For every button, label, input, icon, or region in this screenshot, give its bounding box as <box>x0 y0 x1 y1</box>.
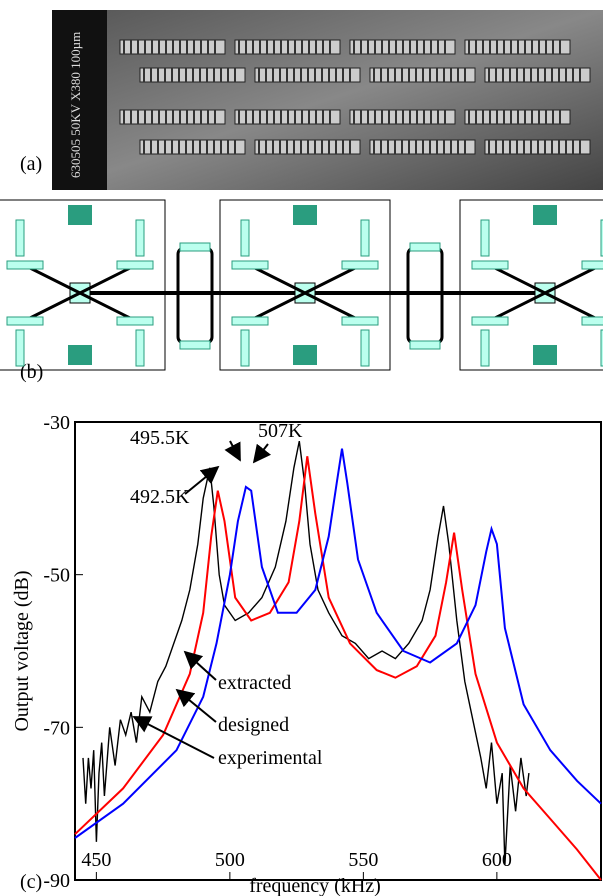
panel-label: (a) <box>20 153 42 175</box>
series-line <box>82 440 530 865</box>
series-label: extracted <box>218 672 291 694</box>
arm <box>29 266 81 295</box>
annotation-arrow <box>184 465 220 495</box>
annotation-arrow <box>183 650 217 681</box>
annotation: 495.5K <box>130 427 190 449</box>
x-tick-label: 550 <box>348 849 378 871</box>
arm <box>544 266 596 295</box>
sem-photo: 630505 50KV X380 100µm (a) <box>20 10 603 190</box>
beam <box>15 329 25 367</box>
comb-drive <box>533 345 557 365</box>
beam <box>471 316 509 326</box>
beam <box>6 260 44 270</box>
beam <box>341 260 379 270</box>
beam <box>341 316 379 326</box>
arm <box>304 291 356 320</box>
beam <box>231 316 269 326</box>
beam <box>135 329 145 367</box>
comb-drive <box>533 205 557 225</box>
beam <box>135 219 145 257</box>
series-line <box>74 456 602 881</box>
series-label: experimental <box>218 747 323 769</box>
beam <box>471 260 509 270</box>
beam <box>116 260 154 270</box>
beam <box>15 219 25 257</box>
beam <box>600 329 603 367</box>
arm <box>254 266 306 295</box>
arm <box>254 291 306 320</box>
beam <box>240 329 250 367</box>
annotation-arrow <box>132 716 215 759</box>
annotation-arrow <box>175 688 217 723</box>
beam <box>360 329 370 367</box>
x-tick-label: 500 <box>215 849 245 871</box>
beam <box>116 316 154 326</box>
panel-label: (c) <box>20 871 42 893</box>
y-axis-label: Output voltage (dB) <box>11 570 33 731</box>
beam <box>480 329 490 367</box>
plot-frame <box>74 421 602 881</box>
beam <box>179 340 211 350</box>
coupler <box>406 246 444 345</box>
y-tick-label: -90 <box>43 870 70 892</box>
panel-label: (b) <box>20 361 43 383</box>
beam <box>581 260 603 270</box>
y-tick-label: -30 <box>43 412 70 434</box>
arm <box>29 291 81 320</box>
arm <box>79 266 131 295</box>
beam <box>480 219 490 257</box>
annotation: 492.5K <box>130 486 190 508</box>
annotation-arrow <box>224 440 241 462</box>
frame <box>219 199 391 371</box>
x-axis-label: frequency (kHz) <box>249 875 381 896</box>
coupler <box>176 246 214 345</box>
frame <box>0 199 166 371</box>
beam <box>409 340 441 350</box>
arm <box>79 291 131 320</box>
beam <box>179 242 211 252</box>
arm <box>304 266 356 295</box>
series-line <box>74 448 602 839</box>
x-tick-label: 600 <box>482 849 512 871</box>
beam <box>409 242 441 252</box>
beam <box>581 316 603 326</box>
x-tick-label: 450 <box>81 849 111 871</box>
beam <box>360 219 370 257</box>
photo-background <box>52 10 603 190</box>
beam <box>231 260 269 270</box>
comb-drive <box>293 205 317 225</box>
beam <box>600 219 603 257</box>
photo-strip <box>52 10 107 190</box>
scale-text: 630505 50KV X380 100µm <box>68 32 83 178</box>
y-tick-label: -50 <box>43 565 70 587</box>
beam <box>240 219 250 257</box>
comb-drive <box>293 345 317 365</box>
frame <box>459 199 603 371</box>
comb-drive <box>68 345 92 365</box>
arm <box>494 266 546 295</box>
arm <box>544 291 596 320</box>
plot: (c) frequency (kHz) Output voltage (dB) … <box>11 412 602 896</box>
y-tick-label: -70 <box>43 717 70 739</box>
series-label: designed <box>218 714 289 736</box>
annotation: 507K <box>258 420 303 442</box>
annotation-arrow <box>252 443 272 464</box>
beam <box>6 316 44 326</box>
arm <box>494 291 546 320</box>
comb-drive <box>68 205 92 225</box>
layout-diagram: (b) <box>0 199 603 383</box>
